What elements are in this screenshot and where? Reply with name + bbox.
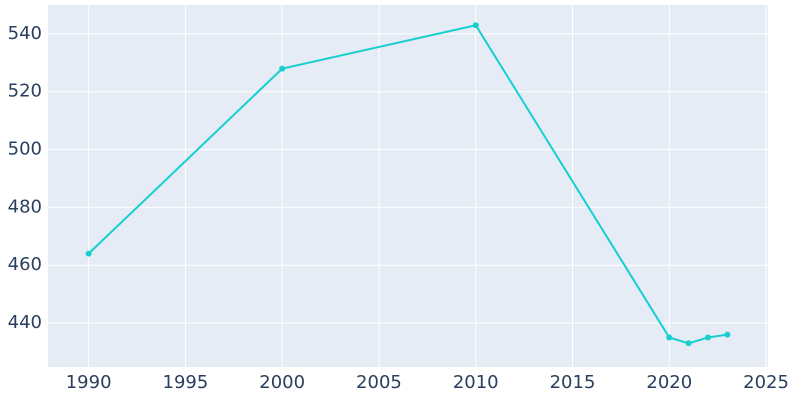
y-tick-label: 460: [8, 254, 42, 275]
x-tick-label: 2005: [356, 372, 402, 393]
point: [685, 340, 692, 347]
x-tick-label: 2020: [646, 372, 692, 393]
x-tick-label: 1995: [163, 372, 209, 393]
y-tick-label: 500: [8, 139, 42, 160]
plot-area: [48, 5, 768, 367]
x-tick-label: 2015: [550, 372, 596, 393]
point: [279, 65, 286, 72]
point: [666, 334, 673, 341]
y-tick-label: 520: [8, 81, 42, 102]
x-tick-label: 2010: [453, 372, 499, 393]
x-tick-label: 1990: [66, 372, 112, 393]
x-tick-label: 2000: [259, 372, 305, 393]
point: [705, 334, 711, 341]
y-tick-label: 440: [8, 312, 42, 333]
y-tick-label: 540: [8, 23, 42, 44]
point: [85, 250, 92, 257]
y-tick-label: 480: [8, 196, 42, 217]
point: [472, 22, 479, 29]
point: [724, 331, 731, 338]
x-tick-label: 2025: [743, 372, 789, 393]
